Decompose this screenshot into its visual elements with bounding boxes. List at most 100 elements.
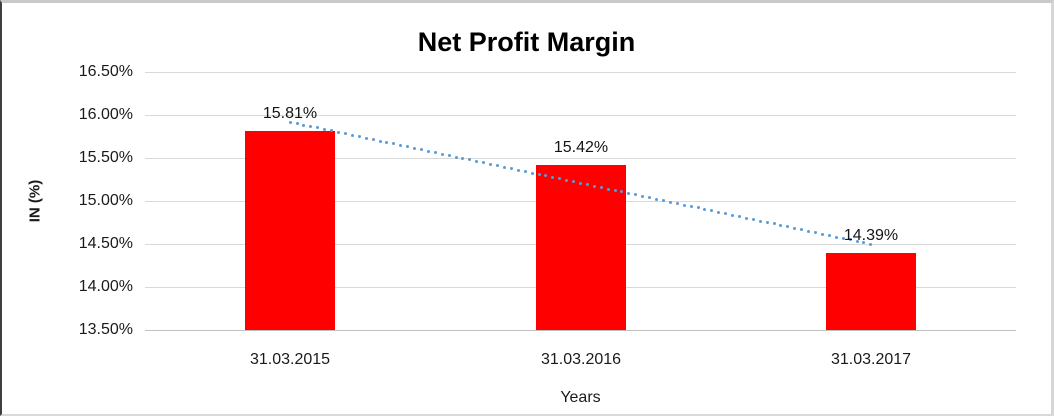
trendline-dot [855,239,859,243]
trendline-dot [516,168,520,172]
trendline-dot [544,174,548,178]
trendline-dot [751,218,755,222]
trendline-dot [496,164,500,168]
trendline-dot [731,213,735,217]
gridline [145,72,1016,73]
trendline-dot [834,235,838,239]
trendline-dot [613,188,617,192]
trendline-dot [606,187,610,191]
trendline-dot [295,122,299,126]
trendline-dot [371,138,375,142]
trendline-dot [343,132,347,136]
trendline-dot [350,133,354,137]
trendline-dot [820,232,824,236]
trendline-dot [330,129,334,133]
trendline-dot [572,180,576,184]
trendline-dot [288,120,292,124]
trendline-dot [627,191,631,195]
bar-data-label: 15.81% [262,105,318,122]
trendline-dot [357,135,361,139]
trendline-dot [655,197,659,201]
trendline-dot [392,142,396,146]
trendline-dot [309,125,313,129]
y-axis-tick-label: 15.00% [78,192,133,209]
x-axis-category-labels: 31.03.2015 31.03.2016 31.03.2017 [145,351,1016,371]
trendline-dot [717,210,721,214]
trendline-dot [585,183,589,187]
trendline-dot [696,206,700,210]
trendline-dot [807,229,811,233]
trendline-dot [489,162,493,166]
trendline-dot [682,203,686,207]
trendline-dot [848,238,852,242]
trendline-dot [599,186,603,190]
trendline-dot [565,178,569,182]
trendline-dot [648,196,652,200]
trendline-dot [482,161,486,165]
trendline-dot [413,146,417,150]
trendline-dot [592,184,596,188]
trendline-dot [579,181,582,185]
trendline-dot [786,225,790,229]
trendline-dot [420,148,423,152]
trendline-dot [620,190,624,194]
trendline-dot [641,194,645,198]
trendline-dot [378,139,382,143]
trendline-dot [558,177,562,181]
bar-data-label: 15.42% [553,139,609,156]
x-axis-line [145,330,1016,331]
trendline-dot [661,199,665,203]
bar-data-label: 14.39% [843,227,899,244]
bar-31.03.2016[interactable] [536,165,626,330]
trendline-dot [710,209,714,213]
trendline-dot [447,154,451,158]
trendline-dot [475,159,479,163]
trendline-dot [530,171,534,175]
trendline-dot [468,158,472,162]
trendline-dot [537,173,541,176]
trendline-dot [426,149,430,153]
trendline-dot [502,165,506,169]
trendline-dot [758,219,762,223]
y-axis-tick-labels: 13.50% 14.00% 14.50% 15.00% 15.50% 16.00% 16.5… [2,63,133,338]
trendline-dot [841,236,845,240]
trendline-dot [744,216,748,220]
trendline-dot [399,143,403,147]
trendline-dot [689,204,693,208]
trendline-dot [634,193,638,197]
trendline-dot [509,167,513,171]
plot-area: 15.81% 15.42% 14.39% [145,72,1016,331]
trendline-dot [779,223,783,227]
trendline-dot [668,200,672,204]
trendline-dot [675,202,679,206]
trendline-dot [862,241,866,245]
trendline-dot [433,151,437,155]
trendline-dot [703,207,707,211]
trendline-dot [827,234,831,238]
y-axis-tick-label: 14.00% [78,278,133,295]
trendline-dot [454,155,458,159]
trendline-dot [406,145,410,149]
trendline-dot [323,127,327,131]
trendline-dot [385,141,389,145]
y-axis-tick-label: 13.50% [78,321,133,338]
trendline-dot [737,215,741,219]
chart-title: Net Profit Margin [417,27,636,57]
trendline-dot [793,226,797,230]
trendline-dot [800,228,804,232]
trendline-dot [772,222,776,226]
y-axis-tick-label: 14.50% [78,235,133,252]
gridline [145,158,1016,159]
trendline-dot [316,126,320,130]
x-axis-category-label: 31.03.2017 [830,351,912,368]
trendline-dot [461,157,465,160]
trendline-dot [765,220,769,224]
bar-31.03.2017[interactable] [826,253,916,330]
bar-31.03.2015[interactable] [245,131,335,330]
trendline-dot [724,212,728,216]
y-axis-tick-label: 16.50% [78,63,133,80]
trendline-dot [869,242,873,246]
trendline-dot [814,231,818,235]
y-axis-tick-label: 15.50% [78,149,133,166]
